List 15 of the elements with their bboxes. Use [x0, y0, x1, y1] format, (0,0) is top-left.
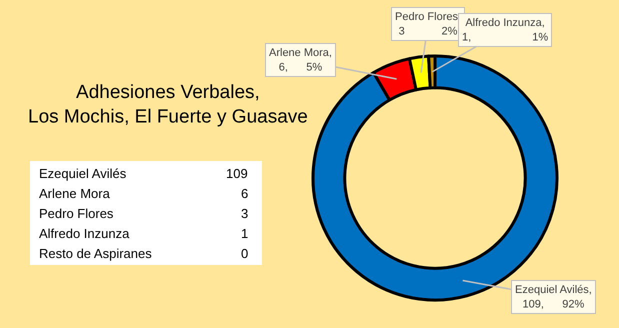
- data-label: Alfredo Inzunza, 1, 1%: [462, 17, 548, 44]
- data-label: 0: [241, 246, 248, 261]
- text: Adhesiones Verbales, Los Mochis, El Fuerte y Guasave: [28, 82, 308, 128]
- data-label: 3: [241, 206, 248, 221]
- category-label: Arlene Mora: [39, 186, 111, 201]
- data-label: Ezequiel Avilés, 109, 92%: [515, 284, 592, 310]
- data-label: Pedro Flores, 3 2%: [395, 11, 462, 38]
- category-label: Resto de Aspiranes: [39, 246, 152, 261]
- data-label: 109: [226, 166, 248, 181]
- category-label: Ezequiel Avilés: [39, 166, 127, 181]
- category-label: Alfredo Inzunza: [39, 226, 130, 241]
- data-label: 6: [241, 186, 248, 201]
- data-label: Arlene Mora, 6, 5%: [269, 47, 332, 74]
- data-label: 1: [241, 226, 248, 241]
- category-label: Pedro Flores: [39, 206, 114, 221]
